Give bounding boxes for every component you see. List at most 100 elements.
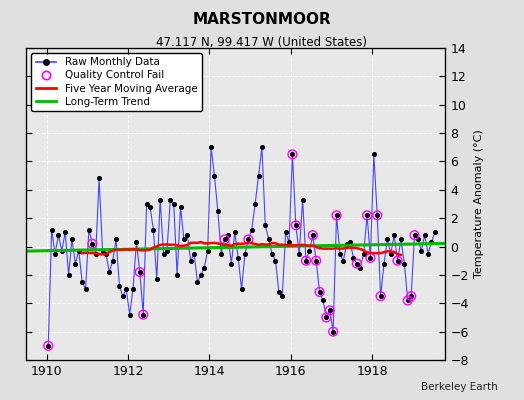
Point (64, 272, 73, 278)
Point (237, 286, 246, 292)
Point (288, 151, 297, 158)
Point (353, 260, 361, 267)
Point (203, 248, 212, 254)
Point (99, 248, 107, 254)
Point (376, 293, 385, 299)
Point (299, 196, 307, 203)
Point (102, 250, 110, 257)
Point (180, 236, 188, 243)
Point (309, 232, 317, 238)
Point (407, 293, 416, 299)
Point (44, 343, 52, 349)
Point (350, 255, 358, 261)
Point (288, 151, 297, 158)
Point (383, 236, 391, 243)
Point (247, 226, 256, 233)
Point (366, 255, 375, 261)
Point (254, 172, 263, 179)
Point (224, 232, 232, 238)
Point (431, 229, 439, 236)
Point (359, 250, 368, 257)
Point (152, 276, 161, 282)
Point (78, 279, 86, 285)
Point (278, 293, 287, 299)
Point (105, 269, 114, 275)
Point (400, 260, 409, 267)
Point (329, 328, 337, 335)
Point (136, 269, 144, 275)
Point (210, 172, 219, 179)
Text: 47.117 N, 99.417 W (United States): 47.117 N, 99.417 W (United States) (157, 36, 367, 49)
Point (414, 236, 422, 243)
Point (122, 286, 130, 292)
Point (136, 269, 144, 275)
Point (312, 258, 320, 264)
Point (394, 258, 402, 264)
Point (207, 144, 215, 150)
Point (221, 236, 229, 243)
Point (241, 250, 249, 257)
Point (322, 314, 331, 321)
Point (88, 240, 96, 247)
Point (397, 236, 405, 243)
Point (387, 250, 395, 257)
Point (217, 250, 225, 257)
Point (227, 260, 236, 267)
Point (407, 293, 416, 299)
Point (275, 289, 283, 295)
Point (295, 250, 303, 257)
Point (336, 250, 344, 257)
Point (95, 175, 103, 182)
Point (143, 201, 151, 207)
Y-axis label: Temperature Anomaly (°C): Temperature Anomaly (°C) (474, 130, 484, 278)
Point (187, 258, 195, 264)
Point (322, 314, 331, 321)
Point (403, 297, 412, 304)
Point (302, 258, 310, 264)
Point (183, 232, 191, 238)
Point (292, 222, 300, 228)
Point (132, 239, 140, 246)
Point (343, 240, 351, 247)
Point (315, 289, 324, 295)
Legend: Raw Monthly Data, Quality Control Fail, Five Year Moving Average, Long-Term Tren: Raw Monthly Data, Quality Control Fail, … (31, 53, 202, 111)
Point (268, 250, 276, 257)
Point (403, 297, 412, 304)
Point (369, 151, 378, 158)
Point (265, 236, 273, 243)
Point (190, 250, 198, 257)
Point (129, 286, 137, 292)
Point (231, 229, 239, 236)
Point (159, 250, 168, 257)
Point (244, 236, 253, 243)
Text: Berkeley Earth: Berkeley Earth (421, 382, 498, 392)
Point (261, 222, 269, 228)
Point (112, 236, 121, 243)
Point (44, 343, 52, 349)
Point (163, 248, 171, 254)
Point (424, 250, 432, 257)
Point (373, 212, 381, 218)
Point (170, 201, 178, 207)
Point (312, 258, 320, 264)
Point (373, 212, 381, 218)
Point (173, 272, 181, 278)
Point (48, 226, 56, 233)
Point (115, 283, 124, 290)
Point (146, 204, 154, 210)
Point (285, 239, 293, 246)
Point (346, 239, 354, 246)
Point (58, 248, 66, 254)
Point (61, 229, 69, 236)
Point (214, 208, 222, 214)
Point (329, 328, 337, 335)
Point (92, 250, 100, 257)
Point (417, 248, 425, 254)
Point (200, 265, 209, 271)
Point (221, 236, 229, 243)
Point (292, 222, 300, 228)
Point (85, 226, 93, 233)
Point (68, 236, 76, 243)
Point (363, 212, 371, 218)
Point (309, 232, 317, 238)
